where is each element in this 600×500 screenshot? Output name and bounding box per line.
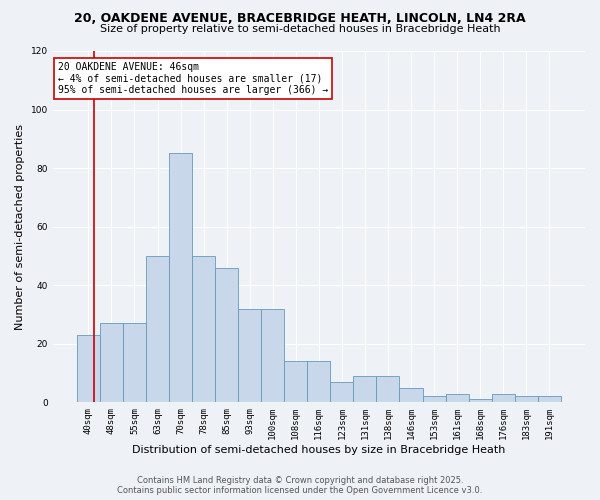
Bar	[400, 388, 422, 402]
Bar	[376, 376, 400, 402]
X-axis label: Distribution of semi-detached houses by size in Bracebridge Heath: Distribution of semi-detached houses by …	[132, 445, 506, 455]
Bar	[491, 394, 515, 402]
Bar	[331, 382, 353, 402]
Bar	[261, 308, 284, 402]
Bar	[146, 256, 169, 402]
Text: Size of property relative to semi-detached houses in Bracebridge Heath: Size of property relative to semi-detach…	[100, 24, 500, 34]
Bar	[422, 396, 446, 402]
Bar	[77, 335, 100, 402]
Text: 20, OAKDENE AVENUE, BRACEBRIDGE HEATH, LINCOLN, LN4 2RA: 20, OAKDENE AVENUE, BRACEBRIDGE HEATH, L…	[74, 12, 526, 26]
Text: Contains HM Land Registry data © Crown copyright and database right 2025.
Contai: Contains HM Land Registry data © Crown c…	[118, 476, 482, 495]
Bar	[169, 154, 192, 402]
Bar	[446, 394, 469, 402]
Bar	[123, 324, 146, 402]
Bar	[192, 256, 215, 402]
Bar	[238, 308, 261, 402]
Text: 20 OAKDENE AVENUE: 46sqm
← 4% of semi-detached houses are smaller (17)
95% of se: 20 OAKDENE AVENUE: 46sqm ← 4% of semi-de…	[58, 62, 328, 94]
Bar	[515, 396, 538, 402]
Bar	[353, 376, 376, 402]
Bar	[538, 396, 561, 402]
Y-axis label: Number of semi-detached properties: Number of semi-detached properties	[15, 124, 25, 330]
Bar	[307, 362, 331, 403]
Bar	[284, 362, 307, 403]
Bar	[215, 268, 238, 402]
Bar	[100, 324, 123, 402]
Bar	[469, 400, 491, 402]
